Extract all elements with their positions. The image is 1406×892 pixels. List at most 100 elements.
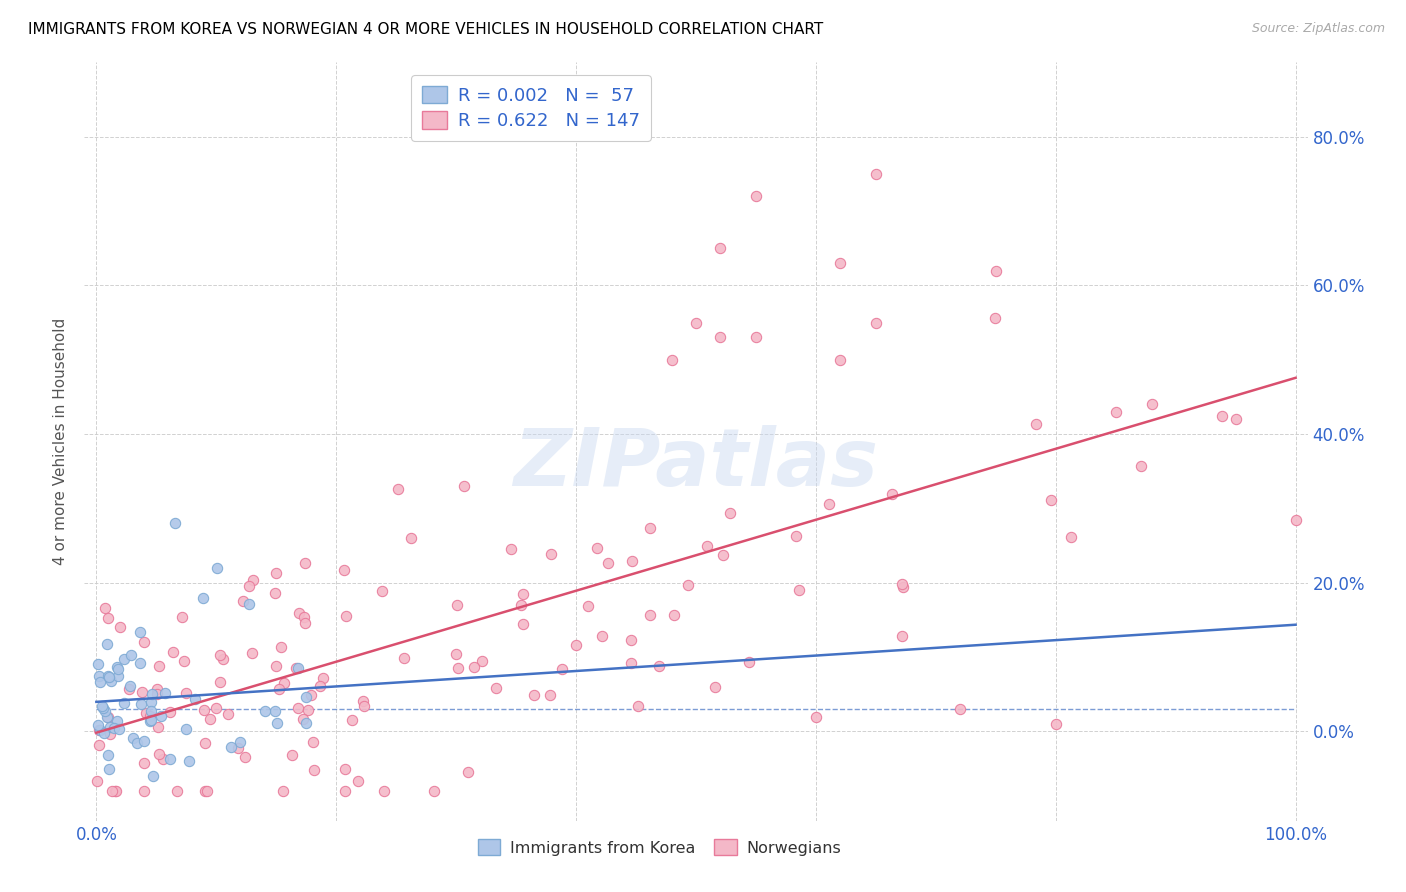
Point (308, 680, 330, 694)
Point (233, 750, 256, 764)
Point (509, 598, 531, 612)
Point (104, 784, 127, 798)
Point (165, 516, 187, 531)
Point (664, 607, 686, 622)
Point (620, 554, 643, 568)
Point (661, 352, 683, 367)
Point (195, 784, 218, 798)
Point (263, 704, 285, 718)
Point (100, 784, 122, 798)
Point (269, 682, 291, 697)
Point (209, 675, 232, 690)
Point (738, 656, 761, 670)
Point (785, 528, 807, 542)
Point (1130, 459, 1153, 474)
Point (626, 698, 648, 713)
Point (353, 698, 375, 713)
Point (176, 685, 198, 699)
Point (200, 712, 222, 726)
Point (139, 709, 162, 723)
Point (371, 584, 394, 599)
Point (94, 704, 117, 718)
Point (620, 656, 643, 670)
Point (159, 751, 181, 765)
Point (281, 748, 304, 763)
Point (238, 597, 260, 611)
Point (333, 784, 356, 798)
Point (129, 697, 152, 711)
Point (890, 576, 912, 591)
Point (194, 784, 217, 798)
Point (352, 694, 374, 708)
Point (97, 709, 120, 723)
Point (129, 625, 152, 640)
Point (284, 661, 307, 675)
Point (97, 762, 120, 776)
Point (512, 587, 534, 601)
Point (1025, 417, 1047, 432)
Point (121, 731, 143, 745)
Point (139, 713, 162, 727)
Point (98, 721, 121, 735)
Point (523, 688, 546, 702)
Point (150, 709, 173, 723)
Point (97, 670, 120, 684)
Point (444, 647, 467, 661)
Point (949, 702, 972, 716)
Point (103, 721, 125, 735)
Point (152, 752, 174, 766)
Point (104, 784, 127, 798)
Point (818, 497, 841, 511)
Point (865, 167, 887, 181)
Point (209, 648, 232, 662)
Point (340, 713, 363, 727)
Point (238, 579, 260, 593)
Point (221, 739, 243, 754)
Point (87, 717, 110, 731)
Point (711, 548, 734, 562)
Point (139, 714, 162, 728)
Point (709, 241, 731, 255)
Point (93, 725, 115, 739)
Point (446, 598, 468, 612)
Point (984, 311, 1007, 326)
Point (399, 531, 422, 545)
Point (745, 330, 768, 344)
Point (229, 735, 252, 749)
Point (146, 681, 169, 696)
Point (423, 784, 446, 798)
Point (302, 735, 325, 749)
Point (294, 615, 316, 630)
Point (291, 712, 314, 726)
Point (128, 656, 150, 670)
Point (118, 682, 141, 697)
Point (107, 722, 129, 736)
Point (512, 616, 534, 631)
Point (299, 688, 322, 702)
Point (865, 316, 887, 330)
Point (90, 698, 112, 713)
Point (86, 774, 108, 789)
Point (453, 479, 475, 493)
Point (97, 611, 120, 625)
Point (87, 723, 110, 737)
Point (135, 706, 157, 721)
Point (141, 688, 163, 702)
Point (718, 507, 741, 521)
Point (86, 657, 108, 672)
Point (97, 747, 120, 762)
Point (97, 669, 120, 683)
Point (177, 754, 200, 768)
Text: IMMIGRANTS FROM KOREA VS NORWEGIAN 4 OR MORE VEHICLES IN HOUSEHOLD CORRELATION C: IMMIGRANTS FROM KOREA VS NORWEGIAN 4 OR … (28, 22, 824, 37)
Point (678, 578, 700, 592)
Point (166, 784, 188, 798)
Point (294, 556, 316, 570)
Point (253, 704, 276, 718)
Text: Source: ZipAtlas.com: Source: ZipAtlas.com (1251, 22, 1385, 36)
Point (87, 739, 110, 753)
Point (132, 635, 155, 649)
Point (155, 686, 177, 700)
Point (828, 256, 851, 270)
Point (98, 727, 121, 741)
Point (292, 610, 315, 624)
